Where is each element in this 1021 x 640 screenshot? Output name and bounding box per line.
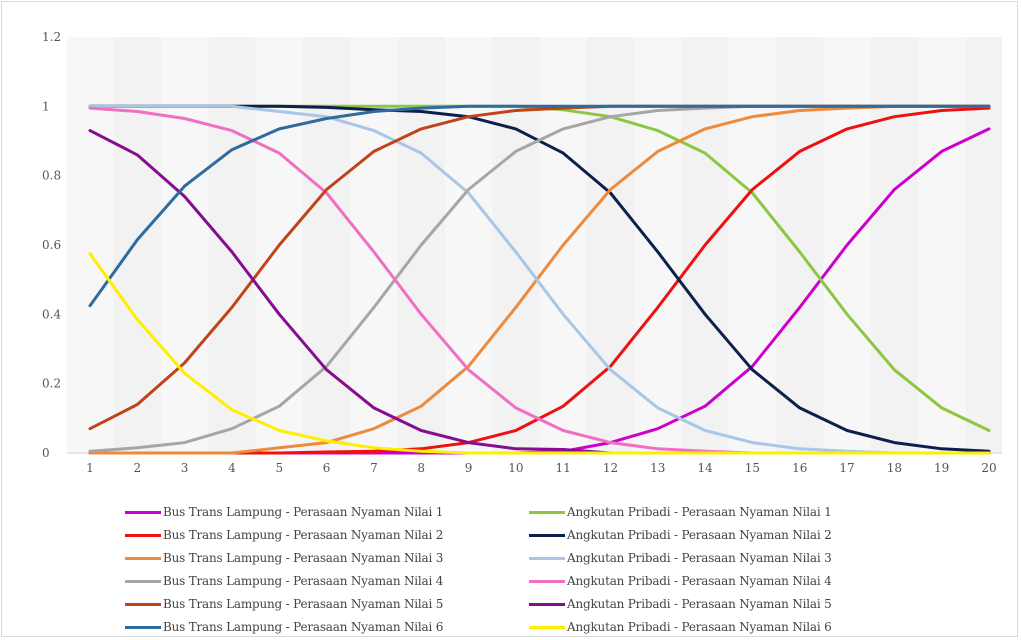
legend-item: Angkutan Pribadi - Perasaan Nyaman Nilai… [529,548,925,568]
legend-item: Angkutan Pribadi - Perasaan Nyaman Nilai… [529,502,925,522]
legend: Bus Trans Lampung - Perasaan Nyaman Nila… [125,502,925,637]
x-axis-tick-labels: 1 2 3 4 5 6 7 8 9 10 11 12 13 14 15 16 17 18 19 20 [86,461,996,475]
legend-label: Bus Trans Lampung - Perasaan Nyaman Nila… [163,574,444,588]
legend-swatch [529,533,565,537]
grid-stripe [160,37,209,453]
x-tick-label: 5 [275,461,283,475]
legend-item: Bus Trans Lampung - Perasaan Nyaman Nila… [125,617,529,637]
grid-stripe [444,37,493,453]
series-line-12 [88,252,991,455]
legend-item: Bus Trans Lampung - Perasaan Nyaman Nila… [125,548,529,568]
grid-stripe [728,37,777,453]
legend-item: Bus Trans Lampung - Perasaan Nyaman Nila… [125,571,529,591]
legend-swatch [529,625,565,629]
legend-swatch [529,556,565,560]
x-tick-label: 9 [465,461,473,475]
legend-label: Angkutan Pribadi - Perasaan Nyaman Nilai… [567,597,832,611]
grid-stripe [918,37,966,453]
legend-label: Angkutan Pribadi - Perasaan Nyaman Nilai… [567,505,832,519]
grid-stripe [634,37,682,453]
y-tick-label: 0.2 [42,377,61,391]
legend-label: Bus Trans Lampung - Perasaan Nyaman Nila… [163,505,444,519]
legend-label: Bus Trans Lampung - Perasaan Nyaman Nila… [163,551,444,565]
legend-item: Angkutan Pribadi - Perasaan Nyaman Nilai… [529,617,925,637]
x-tick-label: 2 [133,461,141,475]
legend-swatch [529,602,565,606]
y-tick-label: 0.4 [42,307,61,321]
grid-stripe [67,37,114,453]
x-tick-label: 13 [650,461,665,475]
legend-item: Bus Trans Lampung - Perasaan Nyaman Nila… [125,502,529,522]
x-tick-label: 19 [934,461,949,475]
x-tick-label: 11 [556,461,571,475]
legend-label: Angkutan Pribadi - Perasaan Nyaman Nilai… [567,620,832,634]
x-tick-label: 6 [323,461,331,475]
legend-item: Bus Trans Lampung - Perasaan Nyaman Nila… [125,594,529,614]
legend-swatch [529,579,565,583]
y-tick-label: 0 [42,446,50,460]
x-tick-label: 10 [508,461,523,475]
y-axis-tick-labels: 0 0.2 0.4 0.6 0.8 1 1.2 [42,30,61,460]
y-tick-label: 1.2 [42,30,61,44]
legend-swatch [529,510,565,514]
legend-swatch [125,533,161,537]
x-tick-label: 17 [839,461,854,475]
legend-item: Angkutan Pribadi - Perasaan Nyaman Nilai… [529,525,925,545]
x-tick-label: 7 [370,461,378,475]
grid-stripe [350,37,398,453]
legend-item: Angkutan Pribadi - Perasaan Nyaman Nilai… [529,571,925,591]
legend-label: Angkutan Pribadi - Perasaan Nyaman Nilai… [567,551,832,565]
legend-label: Bus Trans Lampung - Perasaan Nyaman Nila… [163,620,444,634]
y-tick-label: 1 [42,99,50,113]
series-line-5 [88,104,991,455]
series-lines [88,104,991,455]
legend-label: Angkutan Pribadi - Perasaan Nyaman Nilai… [567,528,832,542]
x-tick-label: 1 [86,461,94,475]
legend-swatch [125,556,161,560]
x-tick-label: 14 [697,461,713,475]
x-tick-label: 16 [792,461,807,475]
series-line-6 [88,104,991,455]
legend-label: Bus Trans Lampung - Perasaan Nyaman Nila… [163,597,444,611]
legend-swatch [125,625,161,629]
legend-item: Angkutan Pribadi - Perasaan Nyaman Nilai… [529,594,925,614]
legend-item: Bus Trans Lampung - Perasaan Nyaman Nila… [125,525,529,545]
series-line-11 [88,104,991,308]
x-tick-label: 18 [887,461,902,475]
x-tick-label: 15 [745,461,760,475]
legend-swatch [125,602,161,606]
x-tick-label: 4 [228,461,236,475]
y-tick-label: 0.8 [42,169,61,183]
legend-label: Bus Trans Lampung - Perasaan Nyaman Nila… [163,528,444,542]
legend-swatch [125,579,161,583]
x-tick-label: 3 [181,461,189,475]
legend-label: Angkutan Pribadi - Perasaan Nyaman Nilai… [567,574,832,588]
x-tick-label: 20 [981,461,996,475]
x-tick-label: 8 [417,461,425,475]
y-tick-label: 0.6 [42,238,61,252]
legend-swatch [125,510,161,514]
x-tick-label: 12 [603,461,618,475]
